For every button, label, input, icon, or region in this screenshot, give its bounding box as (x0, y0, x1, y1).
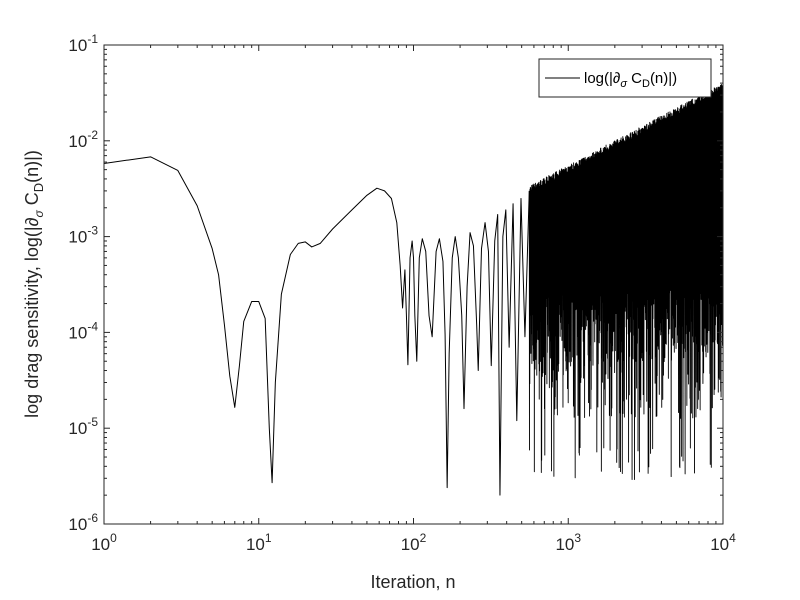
legend-label: log(|∂σ CD(n)|) (584, 70, 677, 90)
x-tick-label: 102 (401, 531, 427, 554)
y-tick-label: 10-1 (68, 32, 98, 55)
tick-layer: 100 101 102 103 104 10-6 10-5 10-4 10-3 10-2 10-1 (68, 32, 736, 554)
x-tick-label: 103 (555, 531, 581, 554)
series-line-dense-tail (528, 83, 723, 480)
y-tick-label: 10-2 (68, 128, 98, 151)
y-tick-label: 10-5 (68, 415, 98, 438)
legend: log(|∂σ CD(n)|) (538, 58, 712, 98)
x-tick-label: 101 (246, 531, 272, 554)
x-axis-title: Iteration, n (370, 572, 455, 592)
x-tick-label: 104 (710, 531, 736, 554)
curve-layer (104, 83, 723, 496)
x-tick-label: 100 (91, 531, 117, 554)
plot-area: 100 101 102 103 104 10-6 10-5 10-4 10-3 10-2 10-1 (68, 32, 736, 554)
y-tick-label: 10-6 (68, 511, 98, 534)
y-axis-title: log drag sensitivity, log(|∂σ CD(n)|) (22, 150, 46, 418)
y-tick-label: 10-3 (68, 224, 98, 247)
series-line (104, 156, 530, 496)
y-tick-label: 10-4 (68, 319, 98, 342)
